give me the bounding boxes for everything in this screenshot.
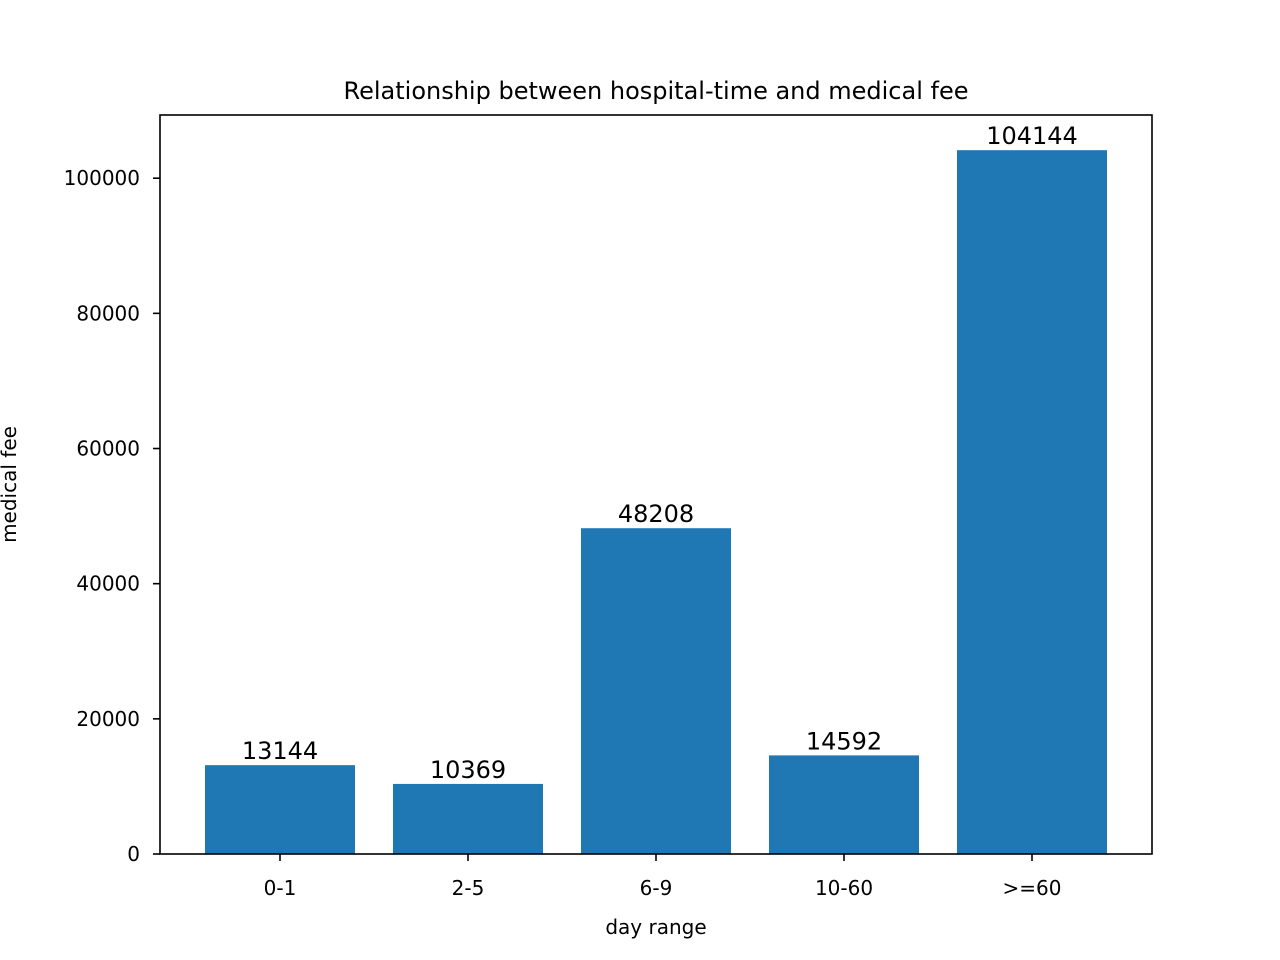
data-label: 10369: [430, 756, 506, 784]
x-tick-label: 6-9: [640, 876, 673, 900]
x-tick-label: >=60: [1003, 876, 1062, 900]
plot-frame: [159, 114, 1153, 855]
bars-layer: [205, 150, 1107, 854]
bar: [581, 528, 731, 854]
y-axis: 0 20000 40000 60000 80000 100000: [64, 166, 160, 866]
y-tick-label: 100000: [64, 166, 140, 190]
bar: [393, 783, 543, 854]
x-tick-label: 0-1: [264, 876, 297, 900]
y-tick-label: 0: [127, 842, 140, 866]
y-tick-label: 80000: [76, 301, 140, 325]
data-labels-layer: 13144 10369 48208 14592 104144: [242, 122, 1078, 784]
bar: [957, 150, 1107, 854]
data-label: 48208: [618, 500, 694, 528]
x-axis: 0-1 2-5 6-9 10-60 >=60: [264, 854, 1062, 900]
data-label: 13144: [242, 737, 318, 765]
bar: [205, 765, 355, 854]
x-tick-label: 10-60: [815, 876, 873, 900]
chart-title: Relationship between hospital-time and m…: [344, 77, 969, 105]
data-label: 104144: [986, 122, 1078, 150]
bar: [769, 755, 919, 854]
y-tick-label: 20000: [76, 707, 140, 731]
data-label: 14592: [806, 727, 882, 755]
x-axis-label: day range: [605, 915, 706, 939]
x-tick-label: 2-5: [452, 876, 485, 900]
y-axis-label: medical fee: [0, 426, 21, 543]
y-tick-label: 40000: [76, 572, 140, 596]
y-tick-label: 60000: [76, 437, 140, 461]
